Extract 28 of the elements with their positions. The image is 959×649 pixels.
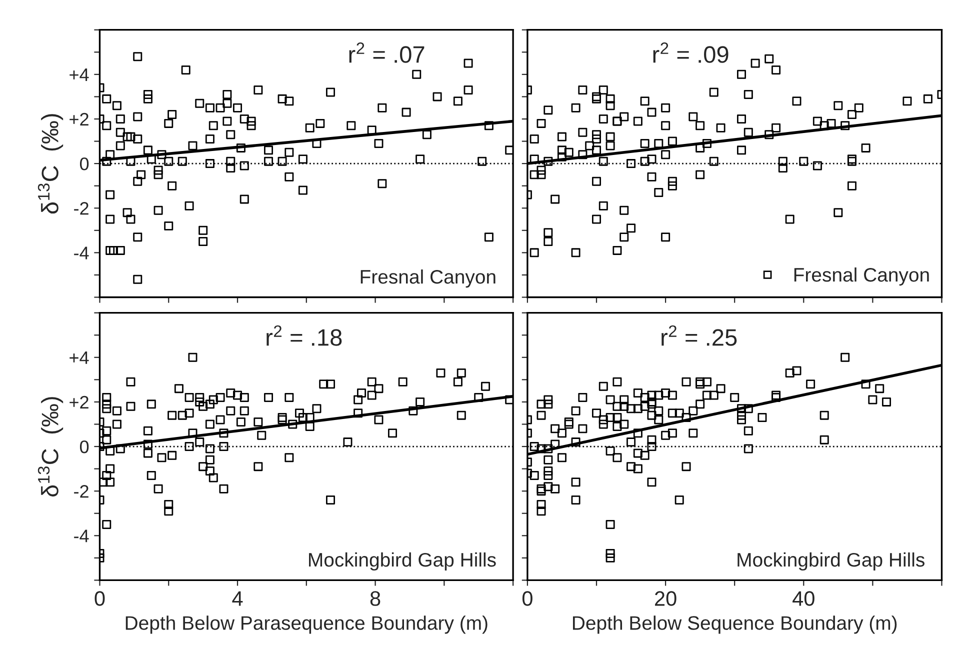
y-tick-label: 0 — [80, 157, 89, 170]
annotation: Mockingbird Gap Hills — [738, 552, 924, 571]
x-tick-label: 20 — [655, 591, 676, 606]
y-tick-label: -2 — [74, 202, 88, 215]
annotation: Fresnal Canyon — [360, 269, 496, 288]
annotation: r$^{2}$ = .07 — [349, 42, 424, 63]
x-tick-label: 40 — [792, 591, 814, 606]
y-tick-label: +4 — [70, 352, 89, 364]
x-axis-title: Depth Below Sequence Boundary (m) — [572, 616, 897, 634]
y-tick-label: -4 — [74, 530, 89, 542]
annotation: r$^{2}$ = .09 — [653, 42, 728, 63]
y-tick-label: -2 — [74, 485, 88, 498]
y-axis-title: δ$^{13}$C (‰) — [38, 397, 64, 497]
annotation: r$^{2}$ = .25 — [662, 325, 737, 346]
x-tick-label: 8 — [370, 591, 380, 606]
legend-label: Fresnal Canyon — [794, 267, 929, 286]
x-tick-label: 0 — [522, 591, 532, 606]
y-tick-label: +2 — [70, 396, 88, 408]
x-tick-label: 0 — [94, 591, 105, 606]
y-tick-label: +4 — [70, 68, 89, 81]
x-axis-title: Depth Below Parasequence Boundary (m) — [126, 616, 488, 634]
y-axis-title: δ$^{13}$C (‰) — [38, 114, 64, 214]
annotation: Mockingbird Gap Hills — [309, 552, 496, 571]
annotation: r$^{2}$ = .18 — [266, 325, 342, 346]
y-tick-label: +2 — [70, 112, 88, 126]
y-tick-label: 0 — [80, 440, 89, 454]
y-tick-label: -4 — [74, 246, 89, 260]
x-tick-label: 4 — [232, 591, 243, 606]
